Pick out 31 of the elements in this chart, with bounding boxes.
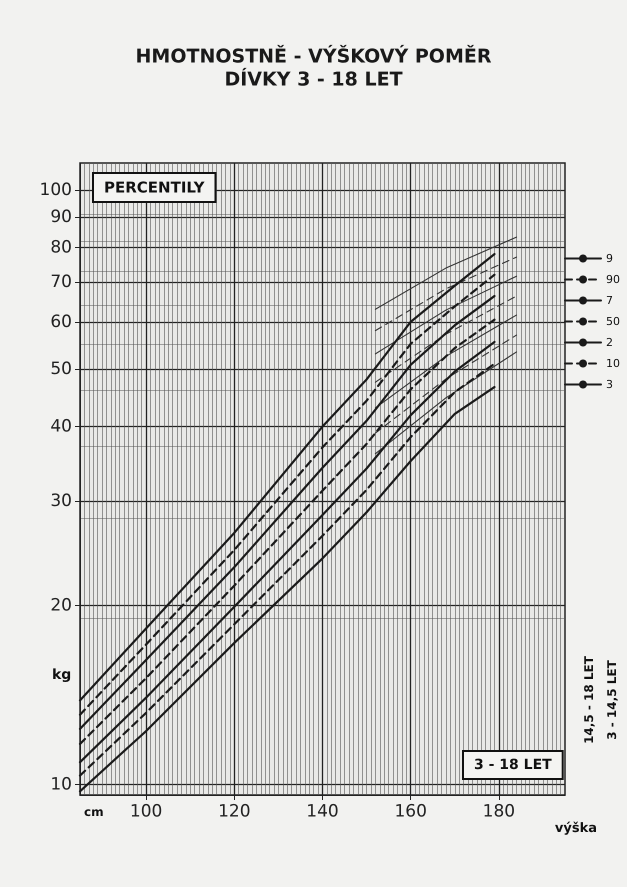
legend-label: 50 xyxy=(606,315,620,328)
legend-label: 10 xyxy=(606,357,620,370)
legend-label: 90 xyxy=(606,273,620,286)
y-tick-label: 40 xyxy=(50,416,72,437)
y-tick-label: 100 xyxy=(40,180,72,200)
y-axis-title: kg xyxy=(52,667,72,683)
legend-label: 7 xyxy=(606,294,614,307)
annotation: PERCENTILY xyxy=(104,178,206,196)
y-tick-label: 90 xyxy=(50,207,72,228)
y-tick-label: 50 xyxy=(50,358,72,379)
x-tick-label: 100 xyxy=(130,802,162,822)
chart-title: HMOTNOSTNĚ - VÝŠKOVÝ POMĚR xyxy=(136,44,492,68)
y-tick-label: 80 xyxy=(50,238,72,258)
chart-subtitle: DÍVKY 3 - 18 LET xyxy=(224,68,403,90)
y-tick-label: 10 xyxy=(50,774,72,794)
text: 3 - 14,5 LET xyxy=(605,659,619,740)
y-tick-label: 70 xyxy=(50,272,72,292)
x-axis-title: výška xyxy=(554,821,598,836)
legend-label: 9 xyxy=(606,252,614,265)
y-tick-label: 30 xyxy=(50,490,72,511)
x-tick-label: 140 xyxy=(306,802,339,822)
y-tick-label: 20 xyxy=(50,595,72,616)
text: 14,5 - 18 LET xyxy=(582,655,596,744)
y-tick-label: 60 xyxy=(50,312,72,332)
x-tick-label: 160 xyxy=(394,802,427,822)
annotation: 3 - 18 LET xyxy=(474,757,552,773)
x-tick-label: 180 xyxy=(482,802,516,822)
text: cm xyxy=(84,805,104,819)
x-tick-label: 120 xyxy=(218,802,251,822)
legend-label: 2 xyxy=(606,336,614,349)
legend-label: 3 xyxy=(606,378,614,391)
